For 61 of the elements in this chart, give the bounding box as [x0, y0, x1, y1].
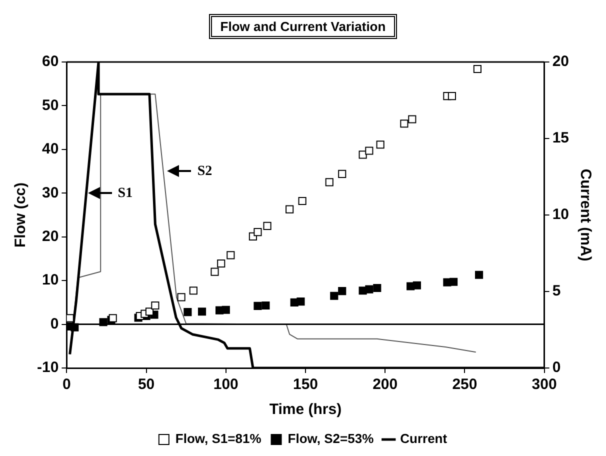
- point: [184, 308, 192, 316]
- point: [330, 292, 338, 300]
- point: [263, 222, 272, 230]
- point: [145, 308, 154, 316]
- y-tick-label: 20: [42, 228, 59, 245]
- point: [448, 92, 456, 100]
- point: [298, 196, 306, 206]
- x-tick-label: 250: [452, 376, 478, 394]
- legend-label: Current: [400, 431, 448, 446]
- point: [338, 170, 346, 178]
- point: [412, 281, 421, 290]
- point: [365, 146, 374, 155]
- point: [450, 278, 458, 286]
- point: [338, 287, 346, 296]
- point: [365, 285, 374, 294]
- point: [296, 298, 305, 306]
- y-tick-label: 30: [42, 184, 59, 202]
- y-tick-label: 10: [42, 272, 59, 289]
- point: [210, 268, 219, 276]
- point: [177, 293, 186, 302]
- point: [151, 301, 160, 310]
- point: [376, 140, 384, 149]
- y2-tick-label: 5: [552, 282, 561, 300]
- y-tick-label: 60: [42, 53, 59, 70]
- point: [226, 251, 235, 260]
- point: [408, 115, 416, 124]
- y-tick-label: -10: [36, 359, 59, 376]
- x-tick-label: 300: [532, 376, 557, 394]
- x-axis-title: Time (hrs): [269, 401, 342, 418]
- point: [222, 306, 230, 314]
- x-tick-label: 0: [62, 376, 71, 394]
- y2-axis-title: Current (mA): [576, 168, 594, 262]
- point: [400, 120, 408, 128]
- y-tick-label: 0: [50, 315, 59, 332]
- legend-label: Flow, S2=53%: [288, 431, 374, 446]
- point: [254, 228, 262, 236]
- point: [262, 301, 270, 310]
- point: [189, 286, 198, 295]
- y2-tick-label: 20: [552, 53, 570, 70]
- annotation: S2: [197, 164, 212, 179]
- point: [254, 302, 262, 310]
- point: [473, 64, 482, 74]
- annotation: S1: [118, 186, 133, 201]
- y2-tick-label: 0: [552, 359, 561, 376]
- chart-title: Flow and Current Variation: [209, 14, 397, 39]
- x-tick-label: 50: [138, 376, 155, 394]
- y-tick-label: 50: [42, 96, 59, 114]
- point: [217, 259, 226, 268]
- x-tick-label: 150: [292, 376, 318, 394]
- point: [325, 178, 334, 186]
- y-tick-label: 40: [42, 140, 59, 158]
- y2-tick-label: 15: [552, 130, 570, 147]
- point: [373, 284, 382, 292]
- x-tick-label: 100: [213, 376, 238, 394]
- legend-label: Flow, S1=81%: [175, 431, 262, 446]
- point: [198, 308, 206, 316]
- point: [286, 205, 294, 214]
- x-tick-label: 200: [372, 376, 398, 394]
- point: [475, 270, 484, 279]
- y2-tick-label: 10: [552, 206, 570, 224]
- y-axis-title: Flow (cc): [12, 182, 30, 248]
